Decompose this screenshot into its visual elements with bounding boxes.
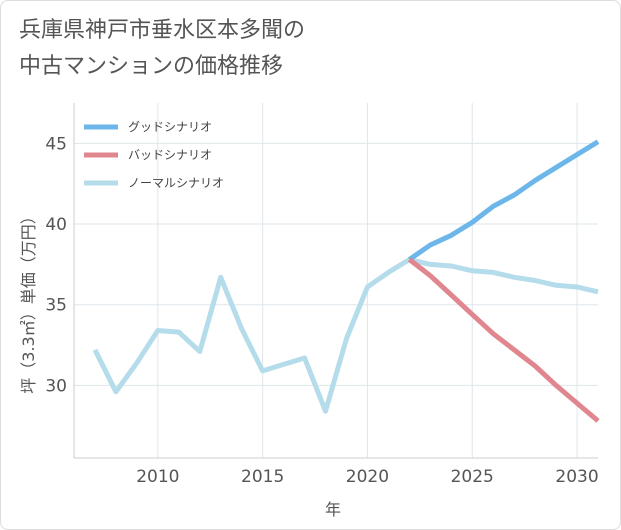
x-axis-label: 年 (325, 500, 341, 519)
x-tick-label: 2020 (346, 467, 389, 487)
title-line-2: 中古マンションの価格推移 (19, 54, 284, 79)
y-axis-label: 坪（3.3㎡）単価（万円） (19, 208, 38, 393)
series-line-1 (407, 257, 600, 423)
y-tick-label: 35 (45, 296, 67, 316)
grid-lines (74, 103, 598, 458)
x-tick-label: 2015 (241, 467, 284, 487)
tick-labels: 2010 2015 2020 2025 2030 30 35 40 45 (45, 134, 598, 487)
x-tick-label: 2010 (136, 467, 179, 487)
legend-label-0: グッドシナリオ (128, 120, 212, 134)
y-tick-label: 30 (45, 376, 67, 396)
x-tick-label: 2030 (555, 467, 598, 487)
legend-label-2: ノーマルシナリオ (128, 176, 224, 190)
series-lines (92, 139, 600, 423)
y-tick-label: 40 (45, 215, 67, 235)
series-line-2 (92, 257, 599, 414)
y-tick-label: 45 (45, 134, 67, 154)
x-tick-label: 2025 (451, 467, 494, 487)
chart-title: 兵庫県神戸市垂水区本多聞の 中古マンションの価格推移 (19, 13, 579, 85)
title-line-1: 兵庫県神戸市垂水区本多聞の (19, 18, 306, 43)
series-line-0 (407, 139, 600, 262)
legend-label-1: バッドシナリオ (128, 148, 212, 162)
axes (73, 103, 598, 459)
